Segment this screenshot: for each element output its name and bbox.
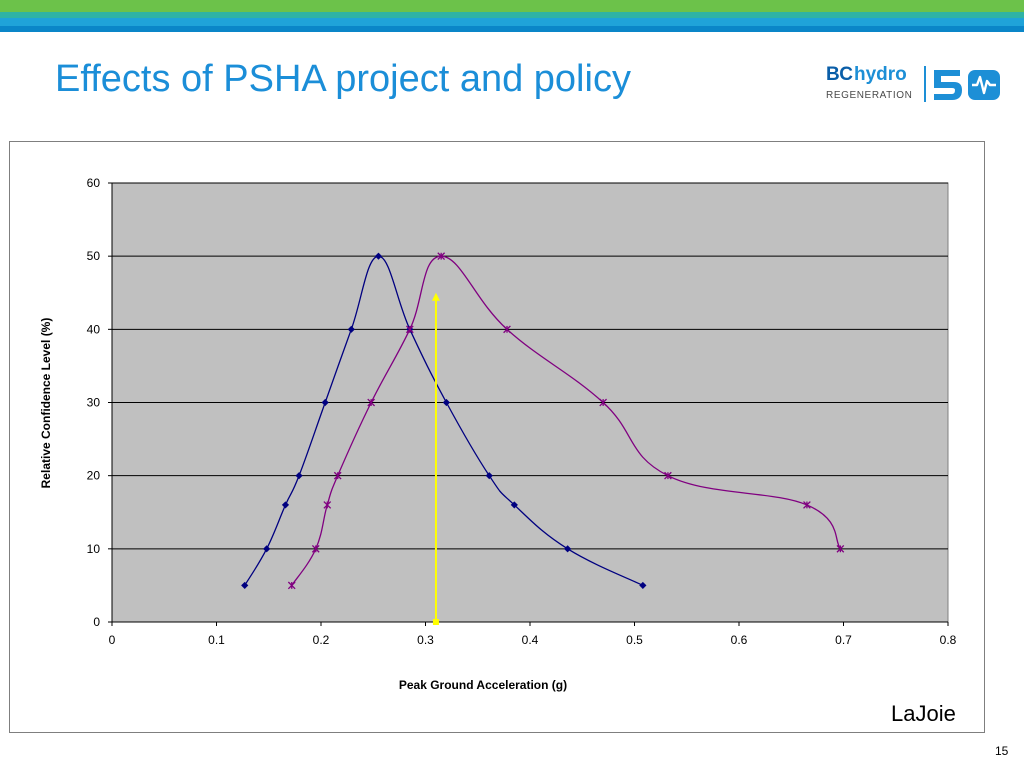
series-2-point-0 <box>287 581 296 590</box>
series-2-point-9 <box>664 471 672 480</box>
x-tick-label-0: 0 <box>109 633 116 647</box>
series-layer <box>241 252 845 590</box>
y-tick-label-1: 10 <box>87 542 101 556</box>
series-1-point-0 <box>241 581 249 590</box>
y-tick-label-6: 60 <box>87 176 101 190</box>
x-tick-label-7: 0.7 <box>835 633 852 647</box>
series-2-point-5 <box>405 325 414 334</box>
series-2-point-4 <box>367 398 376 407</box>
header-band-green <box>0 0 1024 12</box>
series-1-point-6 <box>374 252 383 260</box>
page-number: 15 <box>995 744 1009 758</box>
y-tick-label-2: 20 <box>87 469 101 483</box>
logo-bc-text: BC <box>826 64 853 85</box>
chart-frame: 0 10 20 30 40 50 60 0 0.1 0.2 0.3 0.4 0.5 0.6 0.7 0.8 P… <box>9 141 985 733</box>
x-tick-label-6: 0.6 <box>731 633 748 647</box>
x-tick-label-2: 0.2 <box>313 633 330 647</box>
x-tick-label-8: 0.8 <box>940 633 957 647</box>
series-2-point-3 <box>333 471 342 480</box>
series-1-point-10 <box>510 501 518 509</box>
yellow-arrow-base <box>432 619 439 625</box>
y-tick-label-3: 30 <box>87 396 101 410</box>
logo-hydro-text: hydro <box>854 64 907 85</box>
yellow-arrow-head <box>431 292 440 301</box>
series-2-point-8 <box>599 398 608 407</box>
series-2-point-10 <box>803 501 811 509</box>
logo-divider <box>924 66 926 102</box>
header-band-darkblue <box>0 26 1024 32</box>
series-1-point-11 <box>564 545 572 553</box>
series-1-point-1 <box>263 545 271 553</box>
series-1-point-9 <box>485 472 493 480</box>
series-2-point-6 <box>437 252 446 261</box>
series-1-point-3 <box>295 472 303 480</box>
series-1-point-2 <box>281 501 290 509</box>
annotation-layer <box>431 292 440 625</box>
author-credit: LaJoie <box>891 701 956 726</box>
logo-50-icon <box>934 70 1000 100</box>
x-tick-label-3: 0.3 <box>417 633 434 647</box>
pga-confidence-chart: 0 10 20 30 40 50 60 0 0.1 0.2 0.3 0.4 0.5 0.6 0.7 0.8 P… <box>39 176 957 692</box>
slide-title: Effects of PSHA project and policy <box>55 58 631 100</box>
axes: 0 10 20 30 40 50 60 0 0.1 0.2 0.3 0.4 0.5 0.6 0.7 0.8 <box>87 176 957 647</box>
y-tick-label-5: 50 <box>87 249 101 263</box>
series-2-point-11 <box>836 544 845 553</box>
bchydro-logo: BC hydro REGENERATION <box>824 64 1004 106</box>
series-2-point-7 <box>503 325 511 334</box>
y-tick-label-4: 40 <box>87 322 101 336</box>
y-axis-title: Relative Confidence Level (%) <box>39 318 53 489</box>
series-1-point-12 <box>639 581 647 590</box>
x-axis-title: Peak Ground Acceleration (g) <box>399 678 567 692</box>
series-2-point-2 <box>323 501 332 509</box>
series-1-point-8 <box>442 398 450 407</box>
y-tick-label-0: 0 <box>93 615 100 629</box>
logo-regeneration-text: REGENERATION <box>826 90 913 101</box>
x-tick-label-5: 0.5 <box>626 633 643 647</box>
grid-lines <box>112 182 948 550</box>
header-band-teal <box>0 12 1024 18</box>
header-band-blue <box>0 18 1024 26</box>
x-tick-label-4: 0.4 <box>522 633 539 647</box>
series-2-point-1 <box>311 544 320 553</box>
series-1-point-4 <box>321 398 329 407</box>
x-tick-label-1: 0.1 <box>208 633 225 647</box>
